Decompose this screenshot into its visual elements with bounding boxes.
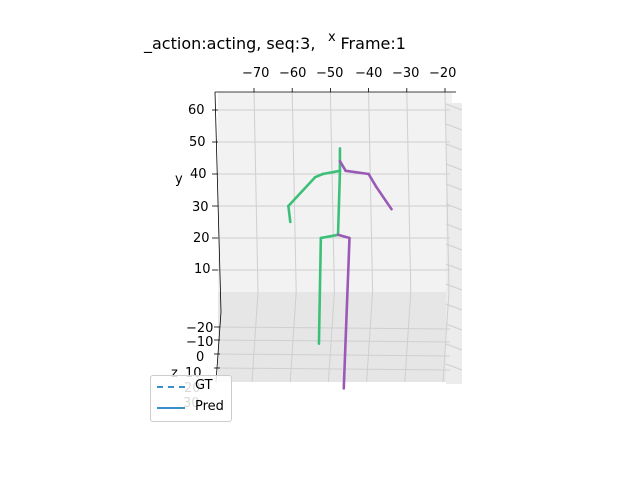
- y-tick-label: 50: [189, 135, 206, 150]
- grid-line: [442, 291, 450, 383]
- grid-line: [444, 91, 450, 293]
- x-tick-label: −70: [242, 66, 270, 81]
- grid-line: [217, 339, 451, 343]
- grid-line: [445, 143, 463, 151]
- grid-line: [445, 203, 463, 211]
- y-tick-label: 30: [192, 200, 209, 215]
- x-tick-label: −60: [279, 66, 307, 81]
- z-axis-label: z: [171, 366, 178, 381]
- x-axis-label: x: [328, 30, 336, 45]
- side-pane: [446, 103, 462, 384]
- grid-line: [217, 353, 451, 357]
- grid-lines: [212, 88, 463, 383]
- grid-line: [327, 291, 335, 383]
- grid-line: [445, 323, 463, 331]
- grid-line: [445, 263, 463, 271]
- legend-swatch-solid: [157, 407, 185, 409]
- z-tick-label: −10: [186, 335, 214, 350]
- grid-line: [445, 223, 463, 231]
- skeleton-bone-right: [344, 169, 370, 176]
- z-axis-line: [215, 311, 222, 383]
- skeleton-bone-right: [374, 185, 393, 211]
- grid-line: [404, 291, 412, 383]
- grid-line: [445, 163, 463, 171]
- y-tick-label: 20: [193, 231, 210, 246]
- skeleton-bone-right: [342, 236, 351, 390]
- grid-line: [445, 103, 463, 111]
- skeleton-bone-left: [313, 172, 325, 179]
- floor-pane: [218, 292, 452, 382]
- skeleton-bone-right: [367, 172, 378, 189]
- x-tick-label: −30: [392, 66, 420, 81]
- grid-line: [445, 243, 463, 251]
- y-tick-label: 10: [194, 262, 211, 277]
- skeleton-bone-left: [319, 233, 340, 240]
- z-tick-label: −20: [186, 321, 214, 336]
- grid-line: [445, 183, 463, 191]
- x-tick-label: −40: [355, 66, 383, 81]
- skeleton-bone-left: [321, 169, 342, 176]
- skeleton-bone-left: [336, 169, 342, 237]
- back-pane: [218, 92, 452, 292]
- z-tick-label: 0: [196, 350, 205, 365]
- grid-line: [406, 91, 412, 293]
- y-axis-line: [214, 91, 222, 313]
- grid-line: [445, 363, 463, 371]
- grid-line: [217, 367, 451, 371]
- skeleton-bone-left: [287, 204, 292, 224]
- legend-swatch-dashed: [157, 386, 185, 388]
- grid-line: [291, 91, 297, 293]
- skeleton-bone-left: [287, 175, 317, 208]
- skeleton-bone-right: [336, 233, 351, 240]
- grid-line: [368, 91, 374, 293]
- grid-line: [445, 343, 463, 351]
- grid-line: [329, 91, 335, 293]
- skeleton: [287, 147, 393, 390]
- chart-title: _action:acting, seq:3, Frame:1: [144, 34, 406, 53]
- grid-line: [445, 123, 463, 131]
- grid-line: [253, 91, 259, 293]
- x-tick-label: −20: [429, 66, 457, 81]
- grid-line: [366, 291, 374, 383]
- grid-line: [289, 291, 297, 383]
- grid-line: [251, 291, 259, 383]
- skeleton-bone-right: [338, 159, 347, 173]
- grid-line: [217, 326, 451, 330]
- legend-label: GT: [195, 378, 213, 393]
- grid-line: [445, 283, 463, 291]
- legend-label: Pred: [195, 399, 224, 414]
- x-tick-label: −50: [316, 66, 344, 81]
- grid-line: [445, 303, 463, 311]
- y-tick-label: 60: [188, 103, 205, 118]
- legend: GT Pred: [150, 375, 232, 422]
- y-axis-label: y: [175, 172, 183, 187]
- skeleton-bone-left: [317, 236, 323, 345]
- y-tick-label: 40: [190, 167, 207, 182]
